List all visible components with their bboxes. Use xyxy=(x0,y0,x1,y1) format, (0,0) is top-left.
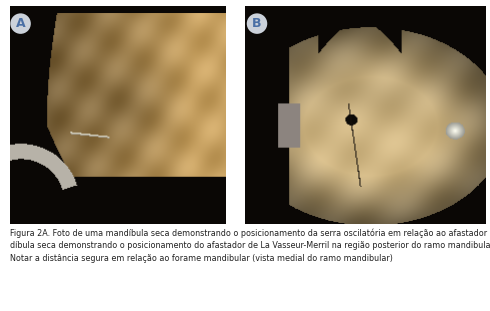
Text: B: B xyxy=(252,17,262,30)
Text: Figura 2A. Foto de uma mandíbula seca demonstrando o posicionamento da serra osc: Figura 2A. Foto de uma mandíbula seca de… xyxy=(10,229,490,262)
Text: A: A xyxy=(16,17,25,30)
